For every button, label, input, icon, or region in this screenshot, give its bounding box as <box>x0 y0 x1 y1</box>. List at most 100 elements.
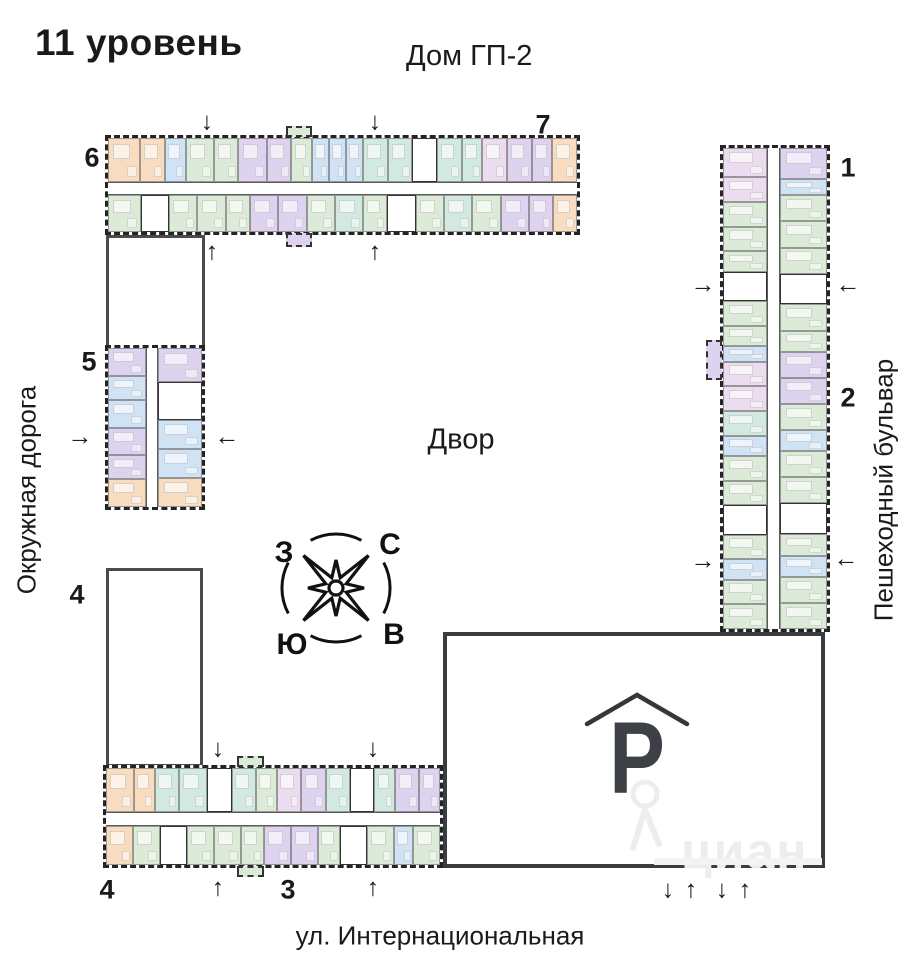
apartment-cell <box>723 202 767 227</box>
apartment-cell <box>780 351 827 378</box>
apartment-cell <box>306 195 335 232</box>
entrance-arrow: → <box>67 422 93 451</box>
apartment-cell <box>529 195 553 232</box>
apartment-cell <box>723 435 767 456</box>
apartment-cell <box>780 477 827 504</box>
apartment-cell <box>363 138 388 182</box>
entrance-arrow: ↓ <box>211 734 225 763</box>
apartment-cell <box>301 768 326 812</box>
apartment-cell <box>186 826 214 865</box>
apartment-cell <box>154 768 180 812</box>
apartments-column <box>108 348 146 507</box>
street-label-left: Окружная дорога <box>11 385 42 595</box>
street-label-right: Пешеходный бульвар <box>868 358 899 622</box>
stair-core <box>387 195 416 232</box>
stair-core <box>159 826 187 865</box>
section-label-4-top: 4 <box>69 579 85 610</box>
stair-core <box>723 271 767 301</box>
apartment-cell <box>238 138 267 182</box>
apartment-cell <box>158 448 202 478</box>
apartment-cell <box>394 768 420 812</box>
section-label-6: 6 <box>84 142 100 173</box>
apartment-cell <box>413 826 440 865</box>
apartment-cell <box>500 195 529 232</box>
apartment-cell <box>780 178 827 196</box>
apartment-cell <box>723 177 767 203</box>
apartment-cell <box>263 826 291 865</box>
apartment-cell <box>290 826 318 865</box>
corridor <box>146 348 158 507</box>
entrance-arrow: ↑ <box>738 875 752 904</box>
apartment-cell <box>169 195 198 232</box>
building-right-wing-sections-1-2 <box>720 145 830 632</box>
apartment-cell <box>256 768 277 812</box>
apartment-cell <box>780 304 827 331</box>
apartment-cell <box>461 138 483 182</box>
apartment-cell <box>108 399 146 428</box>
street-label-bottom: ул. Интернациональная <box>295 920 585 951</box>
section-label-1: 1 <box>840 152 856 183</box>
apartment-cell <box>213 826 241 865</box>
apartment-cell <box>723 455 767 481</box>
apartment-cell <box>132 826 160 865</box>
apartment-cell <box>780 430 827 452</box>
apartment-cell <box>780 148 827 179</box>
apartment-cell <box>723 559 767 580</box>
apartments-column <box>723 148 767 630</box>
apartment-cell <box>312 138 330 182</box>
apartment-cell <box>531 138 553 182</box>
apartment-cell <box>482 138 507 182</box>
apartment-cell <box>415 195 444 232</box>
apartment-cell <box>780 377 827 404</box>
apartment-cell <box>179 768 208 812</box>
apartment-cell <box>108 195 141 232</box>
compass-south-label: Ю <box>277 628 308 661</box>
watermark-bar <box>654 858 822 865</box>
watermark-cian: циан <box>681 823 809 879</box>
entrance-arrow: → <box>690 270 716 299</box>
entrance-arrow: ↓ <box>368 107 382 136</box>
apartment-cell <box>108 138 141 182</box>
apartment-cell <box>158 348 202 382</box>
entrance-arrow: ↑ <box>366 873 380 902</box>
section-label-7: 7 <box>535 109 551 140</box>
apartment-cell <box>723 251 767 272</box>
apartment-cell <box>106 768 135 812</box>
stair-core <box>723 505 767 535</box>
stair-core <box>349 768 375 812</box>
compass-east-label: В <box>383 618 405 651</box>
apartment-cell <box>329 138 347 182</box>
apartment-cell <box>437 138 462 182</box>
apartment-cell <box>780 195 827 222</box>
apartment-cell <box>325 768 350 812</box>
apartment-cell <box>552 138 577 182</box>
apartment-cell <box>723 480 767 506</box>
apartment-cell <box>108 348 146 376</box>
apartment-cell <box>158 477 202 508</box>
apartment-cell <box>552 195 577 232</box>
apartment-cell <box>723 534 767 560</box>
apartment-cell <box>780 602 827 630</box>
building-left-wing-section-5 <box>105 345 205 510</box>
apartment-cell <box>140 138 165 182</box>
apartment-cell <box>374 768 395 812</box>
apartment-cell <box>317 826 341 865</box>
apartment-cell <box>723 148 767 178</box>
apartment-cell <box>387 138 413 182</box>
apartment-cell <box>108 455 146 480</box>
apartment-cell <box>394 826 413 865</box>
stair-core <box>207 768 232 812</box>
apartment-cell <box>367 826 395 865</box>
apartment-cell <box>134 768 155 812</box>
section-label-5: 5 <box>81 346 97 377</box>
stair-core <box>780 273 827 305</box>
apartment-cell <box>278 195 307 232</box>
stair-core <box>158 381 202 420</box>
apartment-cell <box>334 195 364 232</box>
apartment-cell <box>419 768 440 812</box>
apartment-cell <box>723 604 767 630</box>
apartment-cell <box>780 221 827 248</box>
apartment-cell <box>780 247 827 274</box>
balcony-block <box>286 233 312 247</box>
